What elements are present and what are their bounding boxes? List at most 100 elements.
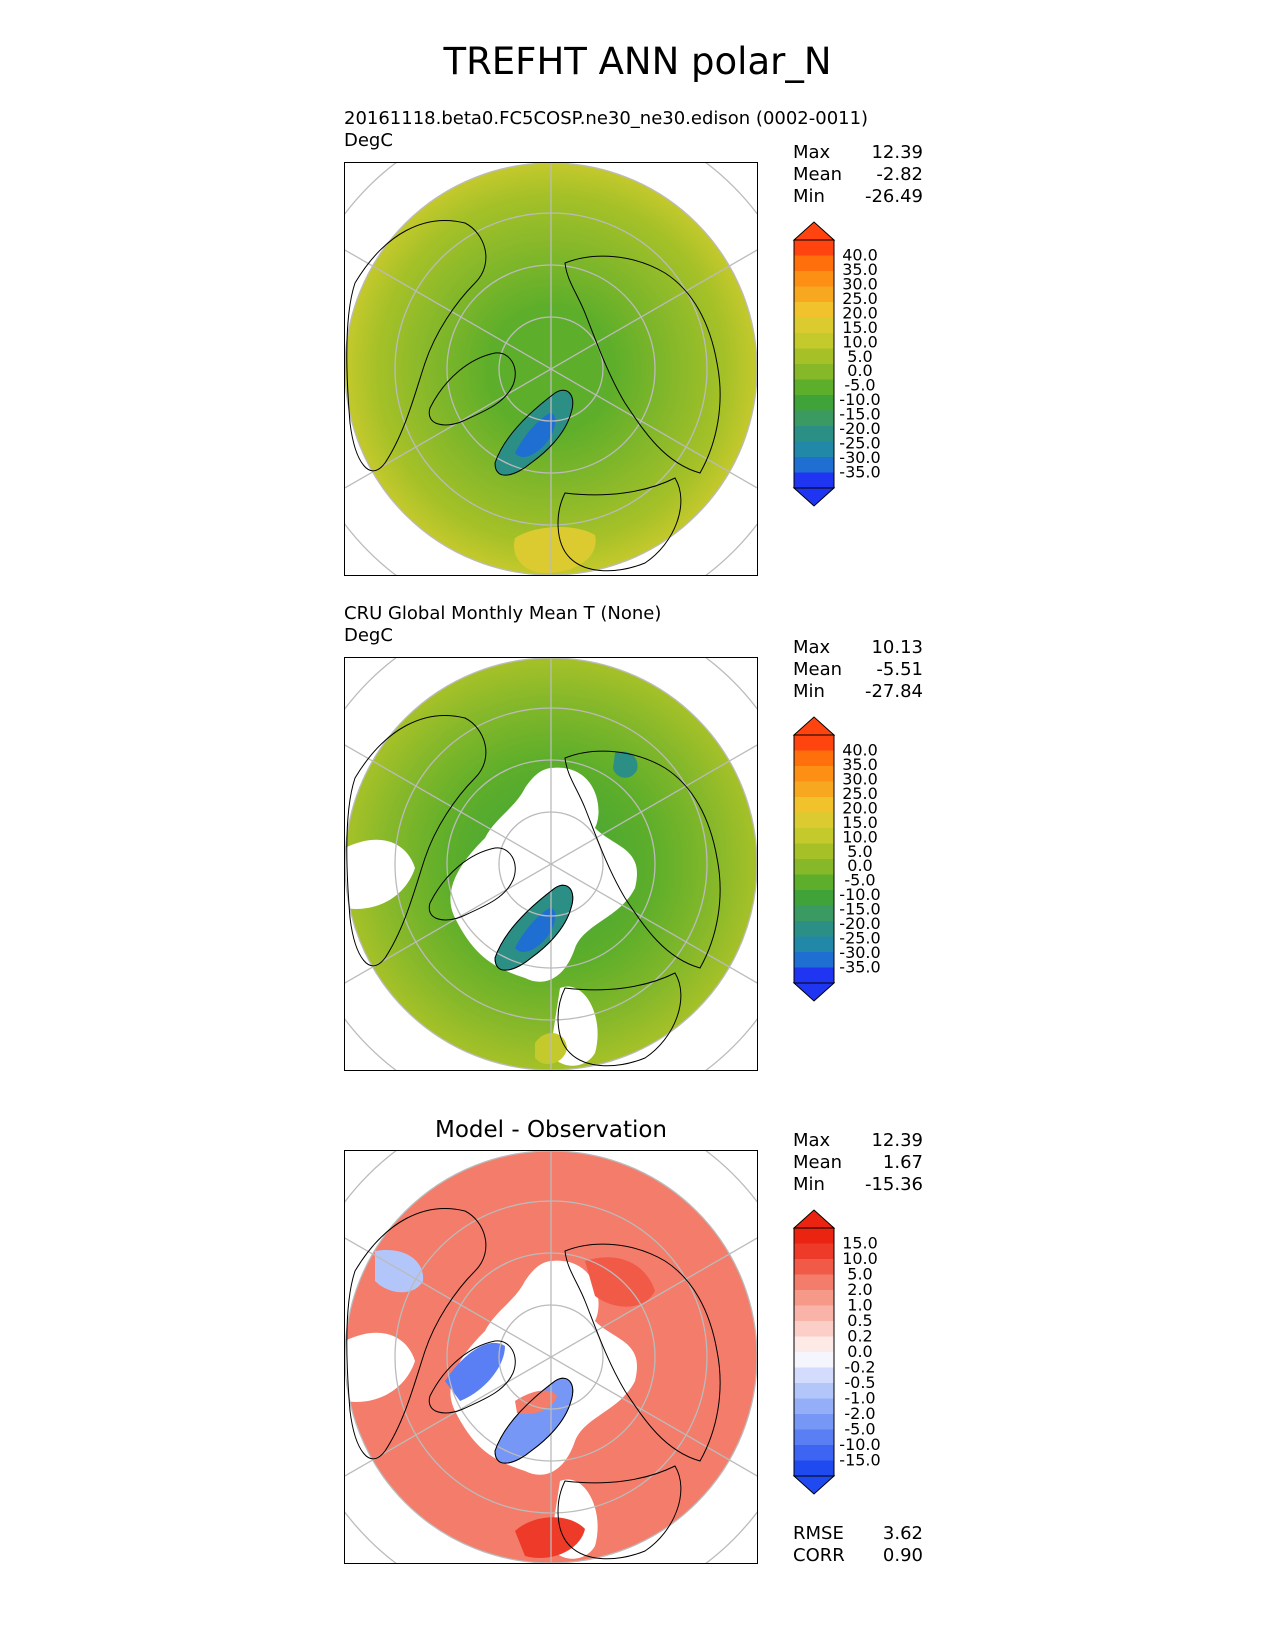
colorbar-swatch	[794, 395, 834, 411]
colorbar-swatch	[794, 457, 834, 473]
colorbar-tick-label: -10.0	[839, 1435, 880, 1454]
colorbar-outline	[793, 1227, 835, 1477]
colorbar-swatch	[794, 1274, 834, 1291]
colorbar-tick-label: -10.0	[839, 885, 880, 904]
colorbar-swatch	[794, 766, 834, 782]
coastline	[564, 255, 721, 474]
colorbar-tick-label: 20.0	[842, 303, 878, 322]
stat-max: Max 12.39	[793, 142, 923, 163]
colorbar-tick-label: 25.0	[842, 289, 878, 308]
siberia-positive-bias	[585, 1257, 655, 1307]
colorbar-tick-label: -30.0	[839, 943, 880, 962]
colorbar-tick-label: 15.0	[842, 1234, 878, 1253]
graticule	[345, 1151, 757, 1563]
colorbar-swatch	[794, 441, 834, 458]
panel-3-extra-stats: RMSE 3.62 CORR 0.90	[793, 1523, 923, 1567]
colorbar-tick-label: 0.0	[847, 856, 872, 875]
stat-max: Max 12.39	[793, 1130, 923, 1151]
colorbar-tick-label: -35.0	[839, 958, 880, 977]
stat-mean: Mean -2.82	[793, 164, 923, 185]
stat-rmse: RMSE 3.62	[793, 1523, 923, 1544]
colorbar-tick-label: 35.0	[842, 755, 878, 774]
colorbar-swatch	[794, 1460, 834, 1477]
graticule	[345, 658, 757, 1070]
colorbar-tick-label: -20.0	[839, 914, 880, 933]
colorbar-tick-label: 10.0	[842, 332, 878, 351]
meridian-line	[345, 744, 757, 984]
colorbar-tick-label: -0.2	[844, 1358, 875, 1377]
stat-mean: Mean 1.67	[793, 1152, 923, 1173]
graticule	[345, 163, 757, 575]
greenland-coldest-region	[515, 908, 556, 953]
colorbar-swatch	[794, 1445, 834, 1461]
colorbar-swatch	[794, 890, 834, 906]
coastline	[557, 972, 682, 1067]
colorbar-extend-max	[792, 1209, 836, 1229]
coastline	[494, 884, 574, 971]
colorbar-tick-label: 25.0	[842, 784, 878, 803]
colorbar-swatch	[794, 1336, 834, 1353]
colorbar-tick-label: -1.0	[844, 1389, 875, 1408]
colorbar-extend-max	[792, 716, 836, 736]
coastline	[557, 477, 682, 572]
panel-1-subtitle: 20161118.beta0.FC5COSP.ne30_ne30.edison …	[344, 108, 868, 152]
colorbar-tick-label: 15.0	[842, 318, 878, 337]
colorbar-tick-label: 1.0	[847, 1296, 872, 1315]
colorbar-swatch	[794, 379, 834, 396]
panel-3-title: Model - Observation	[434, 1117, 668, 1143]
colorbar-swatch	[794, 828, 834, 844]
figure-title: TREFHT ANN polar_N	[443, 40, 832, 83]
colorbar-tick-label: 0.5	[847, 1311, 872, 1330]
panel-2-dataset-name: CRU Global Monthly Mean T (None)	[344, 603, 662, 624]
stat-corr: CORR 0.90	[793, 1545, 923, 1566]
colorbar-swatch	[794, 967, 834, 984]
colorbar-tick-label: 5.0	[847, 842, 872, 861]
colorbar-tick-label: 30.0	[842, 769, 878, 788]
stat-min: Min -15.36	[793, 1174, 923, 1195]
coastline	[564, 1243, 721, 1462]
colorbar-swatch	[794, 843, 834, 860]
coastlines	[346, 715, 721, 1067]
colorbar-tick-label: 20.0	[842, 798, 878, 817]
colorbar-swatch	[794, 240, 834, 256]
coastline	[346, 1208, 487, 1460]
colorbar-tick-label: -10.0	[839, 390, 880, 409]
colorbar-tick-label: -5.0	[844, 871, 875, 890]
coastline	[557, 1465, 682, 1560]
colorbar-swatch	[794, 750, 834, 767]
coastline	[494, 389, 574, 476]
colorbar-swatch	[794, 472, 834, 489]
negative-bias-region	[375, 1250, 424, 1293]
colorbar-extend-min	[792, 1475, 836, 1495]
colorbar-extend-max	[792, 221, 836, 241]
colorbar-swatch	[794, 1259, 834, 1275]
coastline	[346, 220, 487, 472]
colorbar-tick-label: -15.0	[839, 900, 880, 919]
panel-2-stats: Max 10.13 Mean -5.51 Min -27.84	[793, 637, 923, 703]
greenland-coldest-region	[515, 413, 556, 458]
panel-3-polar-map	[345, 1151, 757, 1563]
colorbar-swatch	[794, 364, 834, 380]
colorbar-swatch	[794, 905, 834, 922]
colorbar-swatch	[794, 1414, 834, 1430]
colorbar-tick-label: 35.0	[842, 260, 878, 279]
panel-1-case-name: 20161118.beta0.FC5COSP.ne30_ne30.edison …	[344, 108, 869, 129]
atlantic-positive-bias	[515, 1517, 585, 1558]
colorbar-tick-label: 10.0	[842, 1249, 878, 1268]
colorbar-outline	[793, 734, 835, 984]
colorbar-tick-label: -30.0	[839, 448, 880, 467]
colorbar-swatch	[794, 859, 834, 875]
colorbar-swatch	[794, 1352, 834, 1368]
colorbar-extend-min	[792, 487, 836, 507]
colorbar-outline	[793, 239, 835, 489]
stat-min: Min -26.49	[793, 186, 923, 207]
coastline	[428, 352, 516, 426]
colorbar-tick-label: 40.0	[842, 246, 878, 265]
colorbar-tick-label: -15.0	[839, 1451, 880, 1470]
coastlines	[346, 220, 721, 572]
canada-negative-bias	[445, 1342, 505, 1401]
stat-mean: Mean -5.51	[793, 659, 923, 680]
colorbar-tick-label: 40.0	[842, 741, 878, 760]
colorbar-tick-label: -0.5	[844, 1373, 875, 1392]
coastlines	[346, 1208, 721, 1560]
